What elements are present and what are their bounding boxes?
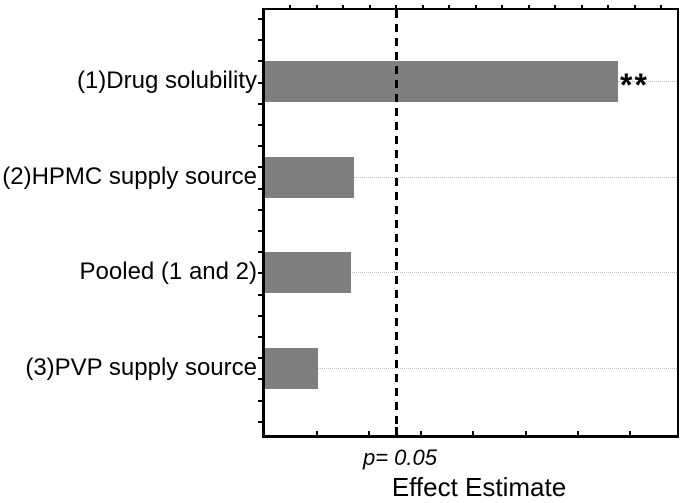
x-axis-top-tick <box>501 5 503 8</box>
x-axis-bottom-tick <box>629 431 631 435</box>
x-axis-top-tick <box>422 5 424 8</box>
x-axis-bottom-tick <box>368 431 370 435</box>
x-axis-top-tick <box>634 5 636 8</box>
x-axis-title: Effect Estimate <box>391 472 567 502</box>
x-axis-top-tick <box>554 5 556 8</box>
x-axis-top-tick <box>660 5 662 8</box>
y-axis-tick <box>258 294 262 296</box>
x-axis-top-tick <box>369 5 371 8</box>
y-axis-tick <box>258 124 262 126</box>
category-label-drug-solubility: (1)Drug solubility <box>76 67 257 94</box>
y-axis-tick <box>258 82 262 84</box>
plot-frame <box>262 8 679 438</box>
x-axis-bottom-tick <box>525 431 527 435</box>
y-axis-tick <box>258 230 262 232</box>
p-threshold-line <box>395 10 398 435</box>
effect-bar <box>265 156 354 198</box>
category-label-hpmc-supply-source: (2)HPMC supply source <box>2 163 257 190</box>
x-axis-bottom-tick <box>577 431 579 435</box>
category-gridline <box>265 367 677 369</box>
x-axis-top-tick <box>581 5 583 8</box>
significance-stars: ** <box>620 67 649 103</box>
x-axis-top-tick <box>289 5 291 8</box>
y-axis-tick <box>258 400 262 402</box>
y-axis-tick <box>258 145 262 147</box>
effect-bar <box>265 347 318 389</box>
y-axis-tick <box>258 378 262 380</box>
y-axis-tick <box>258 18 262 20</box>
x-axis-bottom-tick <box>316 431 318 435</box>
category-gridline <box>265 176 677 178</box>
y-axis-tick <box>258 272 262 274</box>
x-axis-top-tick <box>607 5 609 8</box>
category-label-pooled-1-and-2: Pooled (1 and 2) <box>79 258 257 285</box>
y-axis-tick <box>258 39 262 41</box>
threshold-tick <box>395 427 398 435</box>
y-axis-tick <box>258 251 262 253</box>
x-axis-bottom-tick <box>472 431 474 435</box>
x-axis-bottom-tick <box>420 431 422 435</box>
p-threshold-label: p= 0.05 <box>362 445 437 470</box>
y-axis-tick <box>258 315 262 317</box>
x-axis-top-tick <box>475 5 477 8</box>
y-axis-tick <box>258 103 262 105</box>
y-axis-tick <box>258 166 262 168</box>
y-axis-tick <box>258 336 262 338</box>
x-axis-top-tick <box>528 5 530 8</box>
effect-bar <box>265 61 618 102</box>
category-label-pvp-supply-source: (3)PVP supply source <box>25 354 257 381</box>
category-gridline <box>265 272 677 273</box>
x-axis-top-tick <box>395 5 397 8</box>
y-axis-tick <box>258 421 262 423</box>
x-axis-top-tick <box>316 5 318 8</box>
effect-bar <box>265 252 351 293</box>
y-axis-tick <box>258 357 262 359</box>
y-axis-tick <box>258 60 262 62</box>
x-axis-top-tick <box>448 5 450 8</box>
x-axis-top-tick <box>342 5 344 8</box>
y-axis-tick <box>258 188 262 190</box>
y-axis-tick <box>258 209 262 211</box>
